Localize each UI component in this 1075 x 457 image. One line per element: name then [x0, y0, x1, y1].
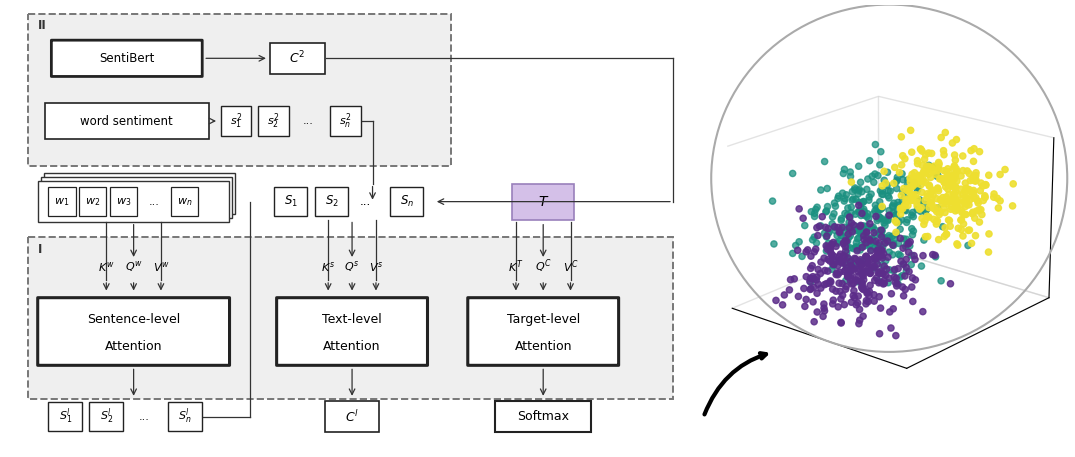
Text: $w_n$: $w_n$ [177, 196, 192, 207]
FancyBboxPatch shape [274, 187, 307, 216]
Text: ...: ... [148, 197, 159, 207]
FancyBboxPatch shape [89, 402, 124, 431]
Text: Softmax: Softmax [517, 410, 569, 423]
Text: $s^2_2$: $s^2_2$ [268, 111, 280, 131]
FancyBboxPatch shape [28, 238, 673, 399]
Text: $V^s$: $V^s$ [369, 260, 383, 274]
Text: I: I [38, 243, 42, 256]
FancyBboxPatch shape [110, 187, 137, 216]
Text: $Q^w$: $Q^w$ [125, 259, 143, 274]
Text: $S_2$: $S_2$ [325, 194, 339, 209]
Text: $Q^s$: $Q^s$ [344, 259, 360, 274]
Text: ...: ... [139, 412, 149, 422]
Text: ...: ... [302, 116, 313, 126]
Text: $K^T$: $K^T$ [508, 258, 524, 275]
Text: Attention: Attention [324, 340, 381, 353]
FancyBboxPatch shape [45, 103, 209, 139]
FancyBboxPatch shape [44, 173, 235, 214]
FancyBboxPatch shape [513, 184, 574, 219]
FancyBboxPatch shape [468, 298, 618, 365]
Text: II: II [38, 19, 47, 32]
FancyBboxPatch shape [276, 298, 428, 365]
Text: $V^w$: $V^w$ [153, 260, 169, 274]
FancyBboxPatch shape [168, 402, 202, 431]
Text: $K^s$: $K^s$ [321, 260, 335, 274]
Text: word sentiment: word sentiment [81, 115, 173, 128]
FancyBboxPatch shape [80, 187, 106, 216]
Text: $C^2$: $C^2$ [289, 50, 305, 67]
Text: Attention: Attention [105, 340, 162, 353]
Text: Text-level: Text-level [322, 313, 382, 326]
FancyBboxPatch shape [38, 181, 229, 222]
FancyBboxPatch shape [258, 106, 289, 136]
FancyBboxPatch shape [330, 106, 360, 136]
Text: $Q^C$: $Q^C$ [534, 258, 551, 276]
FancyBboxPatch shape [38, 298, 230, 365]
Text: Attention: Attention [515, 340, 572, 353]
FancyBboxPatch shape [270, 43, 325, 74]
Text: $s^2_n$: $s^2_n$ [339, 111, 352, 131]
Text: $w_3$: $w_3$ [116, 196, 131, 207]
FancyBboxPatch shape [52, 40, 202, 76]
Text: Sentence-level: Sentence-level [87, 313, 181, 326]
Text: Target-level: Target-level [506, 313, 579, 326]
FancyBboxPatch shape [48, 402, 83, 431]
Text: $S_1$: $S_1$ [284, 194, 298, 209]
Text: $w_1$: $w_1$ [54, 196, 70, 207]
Text: $V^C$: $V^C$ [562, 258, 578, 275]
FancyBboxPatch shape [41, 177, 232, 218]
FancyBboxPatch shape [325, 401, 379, 432]
FancyBboxPatch shape [48, 187, 75, 216]
Text: $w_2$: $w_2$ [85, 196, 100, 207]
FancyBboxPatch shape [390, 187, 424, 216]
Text: $C^l$: $C^l$ [345, 409, 359, 425]
FancyBboxPatch shape [171, 187, 199, 216]
Text: ...: ... [360, 195, 371, 208]
Text: $s^2_1$: $s^2_1$ [230, 111, 242, 131]
FancyBboxPatch shape [220, 106, 252, 136]
Text: $S^l_1$: $S^l_1$ [59, 407, 72, 426]
Text: SentiBert: SentiBert [99, 52, 155, 65]
Text: $T$: $T$ [538, 195, 549, 209]
FancyBboxPatch shape [496, 401, 591, 432]
FancyBboxPatch shape [28, 14, 451, 166]
Text: $S_n$: $S_n$ [400, 194, 414, 209]
Text: $S^l_2$: $S^l_2$ [100, 407, 113, 426]
FancyBboxPatch shape [315, 187, 348, 216]
Text: $K^w$: $K^w$ [98, 260, 115, 274]
Text: $S^l_n$: $S^l_n$ [178, 407, 191, 426]
